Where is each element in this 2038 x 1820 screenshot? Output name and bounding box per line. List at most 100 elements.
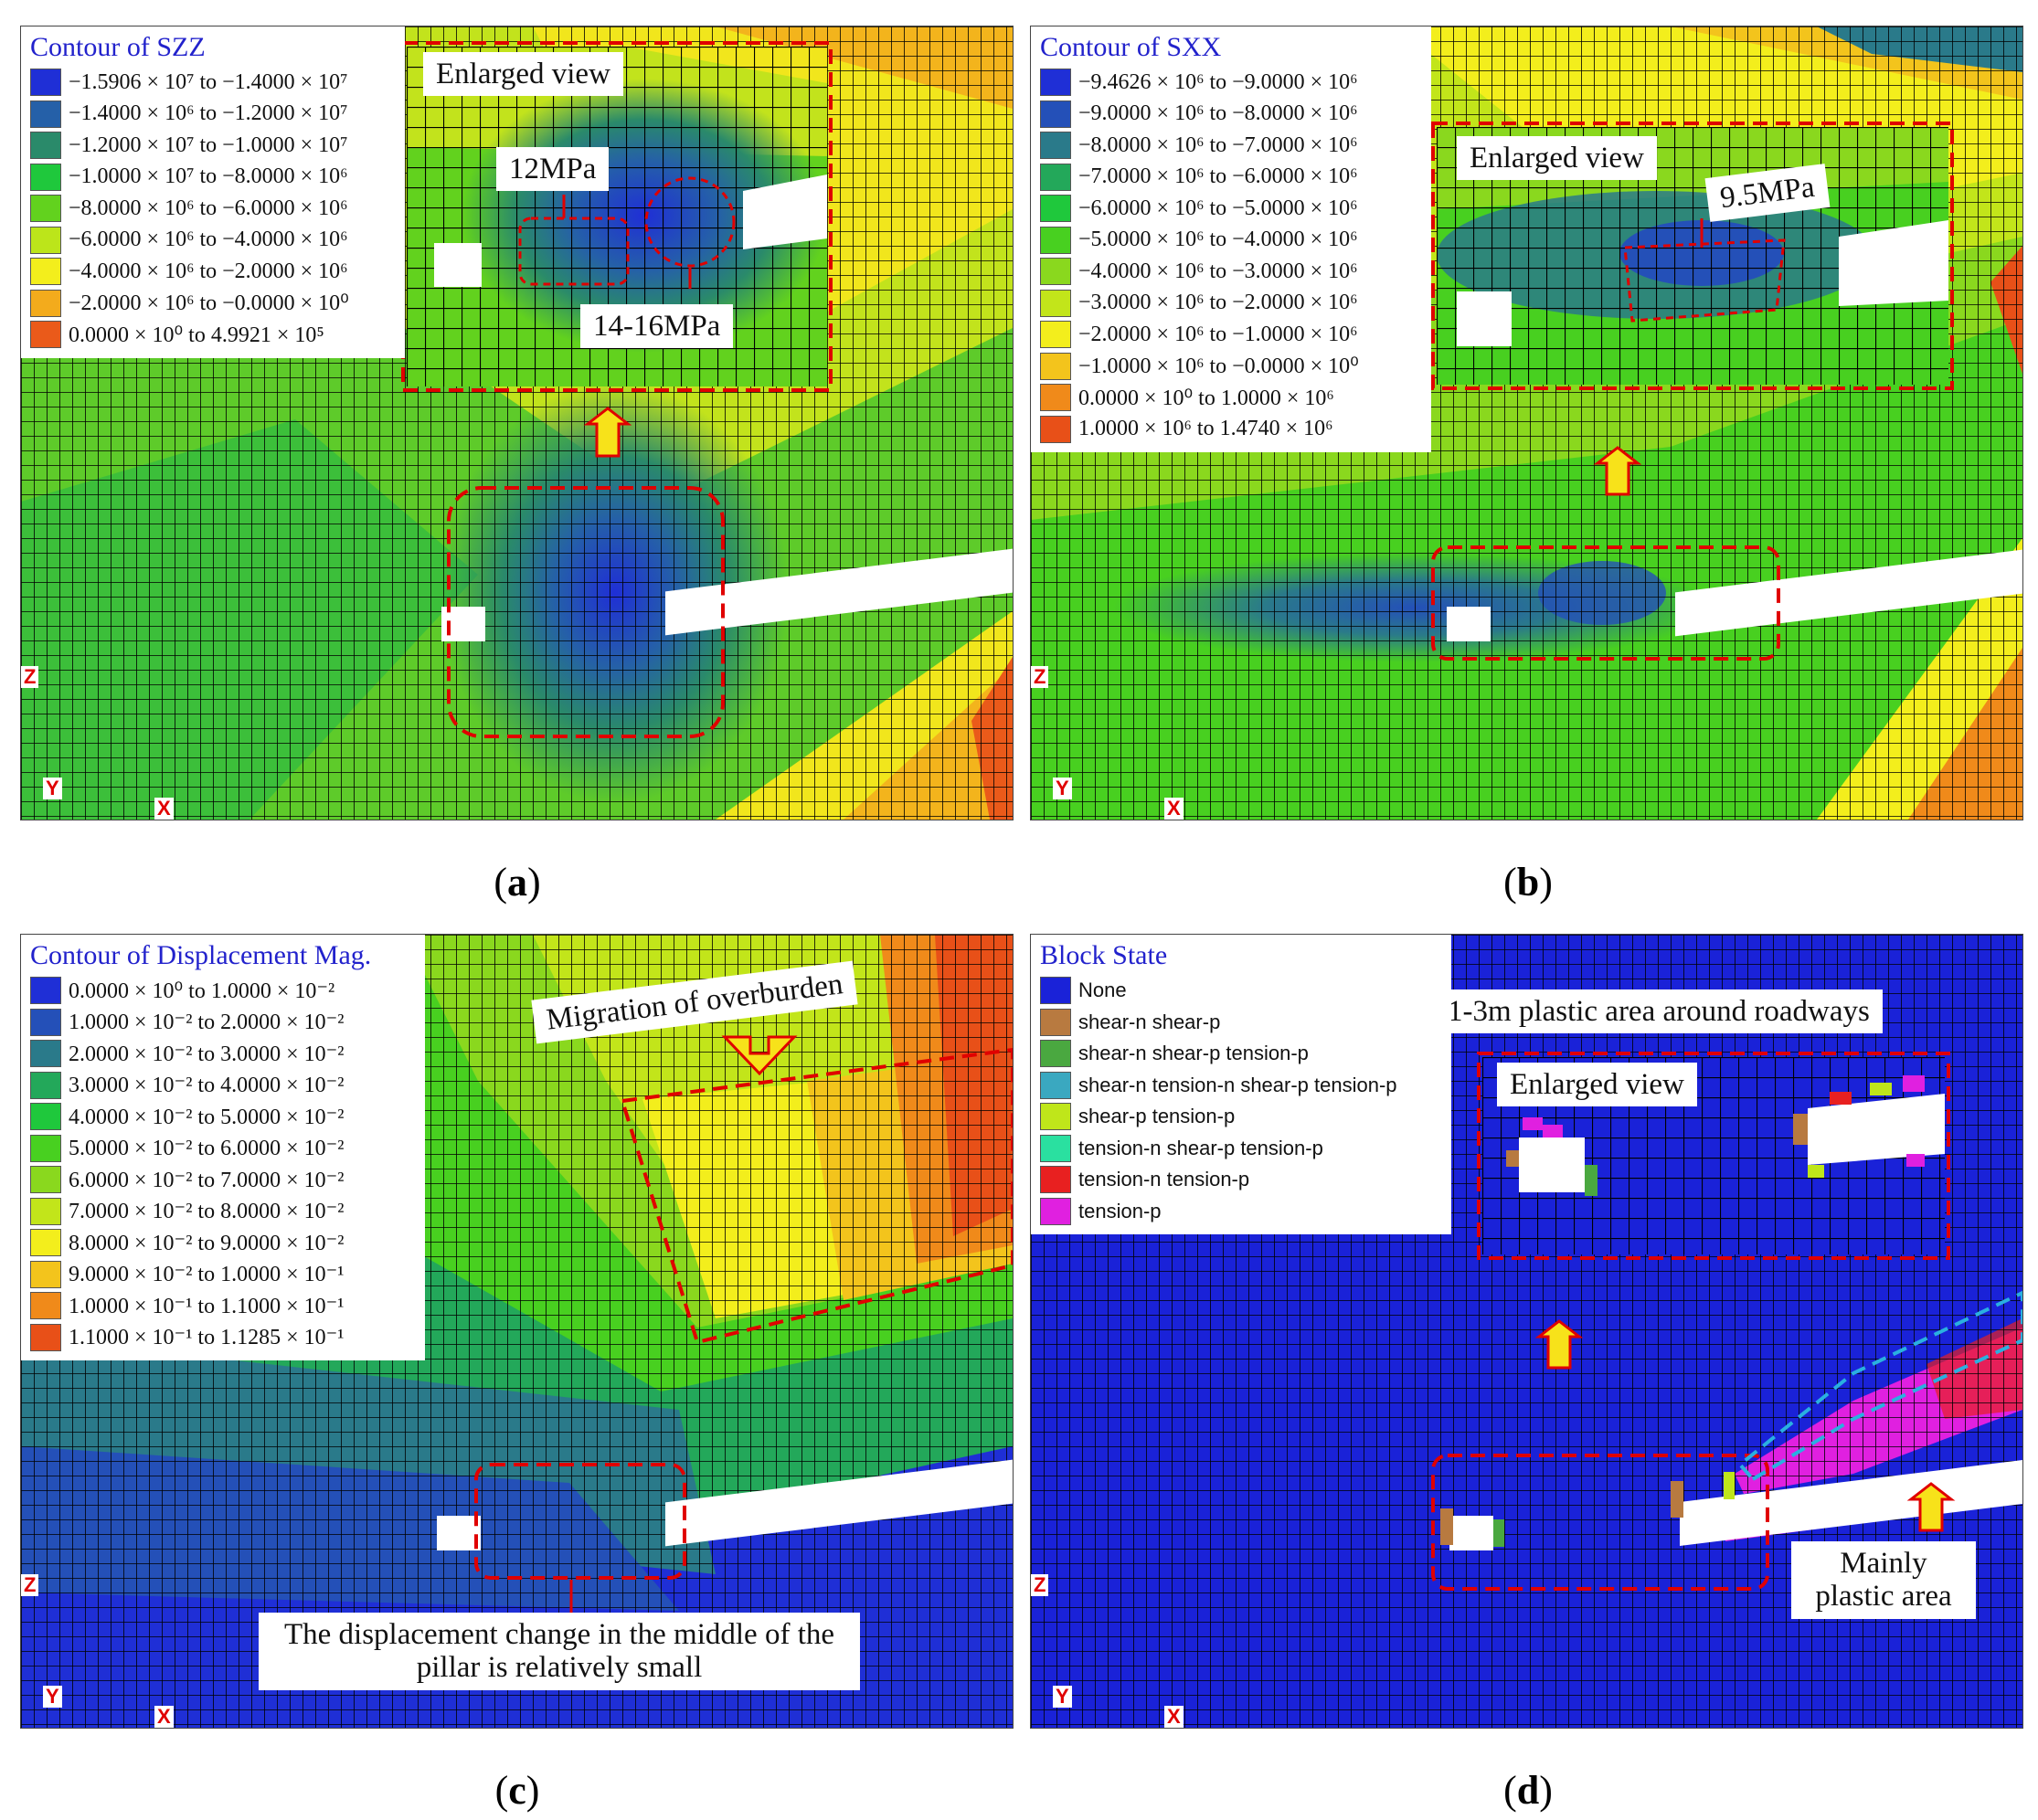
legend-row: −8.0000 × 10⁶ to −7.0000 × 10⁶	[1040, 130, 1422, 162]
panel-c-caption: (c)	[494, 1768, 540, 1813]
panel-b-pillar-highlight	[1431, 545, 1780, 661]
legend-row: shear-n shear-p tension-p	[1040, 1038, 1442, 1070]
legend-label: 4.0000 × 10⁻² to 5.0000 × 10⁻²	[69, 1105, 345, 1129]
legend-swatch	[30, 100, 61, 128]
legend-label: 0.0000 × 10⁰ to 1.0000 × 10⁶	[1078, 386, 1334, 410]
legend-swatch	[30, 1260, 61, 1288]
legend-row: 4.0000 × 10⁻² to 5.0000 × 10⁻²	[30, 1101, 416, 1133]
panel-d-overlays	[1431, 1052, 2022, 1591]
legend-label: 1.0000 × 10⁻² to 2.0000 × 10⁻²	[69, 1011, 345, 1035]
legend-swatch	[30, 69, 61, 97]
legend-label: −7.0000 × 10⁶ to −6.0000 × 10⁶	[1078, 164, 1358, 189]
panel-a-caption: (a)	[494, 860, 541, 905]
legend-label: shear-n shear-p tension-p	[1078, 1042, 1309, 1065]
legend-row: −7.0000 × 10⁶ to −6.0000 × 10⁶	[1040, 162, 1422, 194]
legend-row: tension-p	[1040, 1196, 1442, 1228]
legend-row: 6.0000 × 10⁻² to 7.0000 × 10⁻²	[30, 1164, 416, 1196]
panel-b-axis-x: X	[1164, 798, 1184, 820]
panel-c-down-arrow-icon	[721, 1035, 798, 1076]
panel-c-axis-z: Z	[21, 1574, 39, 1596]
panel-c-displacement-contour: Migration of overburden The displacement…	[20, 934, 1014, 1729]
legend-row: tension-n shear-p tension-p	[1040, 1133, 1442, 1165]
legend-row: −5.0000 × 10⁶ to −4.0000 × 10⁶	[1040, 225, 1422, 257]
panel-d-legend-title: Block State	[1040, 940, 1168, 970]
legend-row: −4.0000 × 10⁶ to −2.0000 × 10⁶	[30, 256, 396, 288]
panel-d-up-arrow-2-icon	[1906, 1482, 1956, 1532]
legend-label: 0.0000 × 10⁰ to 4.9921 × 10⁵	[69, 323, 324, 347]
legend-label: shear-n tension-n shear-p tension-p	[1078, 1073, 1397, 1096]
legend-label: −6.0000 × 10⁶ to −4.0000 × 10⁶	[69, 228, 348, 252]
legend-label: −4.0000 × 10⁶ to −2.0000 × 10⁶	[69, 259, 348, 283]
legend-label: −9.0000 × 10⁶ to −8.0000 × 10⁶	[1078, 101, 1358, 126]
legend-label: None	[1078, 979, 1127, 1002]
panel-b-axis-y: Y	[1053, 778, 1072, 799]
legend-row: 1.0000 × 10⁻¹ to 1.1000 × 10⁻¹	[30, 1290, 416, 1322]
panel-c-legend: Contour of Displacement Mag. 0.0000 × 10…	[21, 935, 425, 1360]
panel-d-legend: Block State None shear-n shear-p shear-n s…	[1031, 935, 1451, 1234]
legend-swatch	[1040, 352, 1071, 380]
legend-label: −9.4626 × 10⁶ to −9.0000 × 10⁶	[1078, 69, 1358, 94]
legend-swatch	[1040, 132, 1071, 160]
legend-label: 5.0000 × 10⁻² to 6.0000 × 10⁻²	[69, 1137, 345, 1161]
panel-a-14-16mpa-label: 14-16MPa	[580, 304, 734, 349]
panel-d-plastic-around-label: 1-3m plastic area around roadways	[1435, 989, 1883, 1034]
panel-a-12mpa-label: 12MPa	[496, 147, 610, 192]
legend-label: −1.2000 × 10⁷ to −1.0000 × 10⁷	[69, 132, 348, 157]
legend-swatch	[1040, 1166, 1071, 1194]
legend-row: 9.0000 × 10⁻² to 1.0000 × 10⁻¹	[30, 1259, 416, 1291]
legend-row: −1.0000 × 10⁷ to −8.0000 × 10⁶	[30, 162, 396, 194]
panel-d-enlarged-frame	[1477, 1052, 1950, 1260]
panel-d-axis-y: Y	[1053, 1686, 1072, 1708]
legend-row: −4.0000 × 10⁶ to −3.0000 × 10⁶	[1040, 256, 1422, 288]
panel-a-pillar-highlight	[447, 486, 725, 738]
legend-label: 2.0000 × 10⁻² to 3.0000 × 10⁻²	[69, 1042, 345, 1066]
panel-b-sxx-contour: Enlarged view 9.5MPa Contour of SXX −9.4…	[1030, 26, 2023, 820]
legend-swatch	[30, 321, 61, 349]
legend-swatch	[30, 258, 61, 286]
legend-label: −6.0000 × 10⁶ to −5.0000 × 10⁶	[1078, 196, 1358, 220]
legend-label: 7.0000 × 10⁻² to 8.0000 × 10⁻²	[69, 1200, 345, 1224]
panel-d-plastic-frame	[1737, 1290, 2022, 1482]
legend-label: −5.0000 × 10⁶ to −4.0000 × 10⁶	[1078, 228, 1358, 252]
panel-d-axis-x: X	[1164, 1706, 1184, 1728]
legend-label: tension-n shear-p tension-p	[1078, 1136, 1323, 1159]
panel-a-enlarged-inset	[407, 47, 827, 386]
legend-label: 6.0000 × 10⁻² to 7.0000 × 10⁻²	[69, 1168, 345, 1192]
panel-d-caption: (d)	[1503, 1768, 1553, 1813]
legend-swatch	[1040, 321, 1071, 349]
panel-b-caption: (b)	[1503, 860, 1553, 905]
panel-a-enlarged-view-label: Enlarged view	[423, 52, 623, 97]
legend-label: −4.0000 × 10⁶ to −3.0000 × 10⁶	[1078, 259, 1358, 283]
panel-b-enlarged-view-label: Enlarged view	[1457, 136, 1657, 181]
legend-row: 1.1000 × 10⁻¹ to 1.1285 × 10⁻¹	[30, 1322, 416, 1354]
legend-swatch	[30, 1134, 61, 1162]
legend-swatch	[30, 132, 61, 160]
panel-d-roadway-highlight	[1431, 1454, 1769, 1591]
legend-swatch	[30, 163, 61, 191]
panel-b-left-roadway	[1447, 607, 1491, 641]
legend-label: shear-p tension-p	[1078, 1105, 1236, 1128]
legend-swatch	[30, 1229, 61, 1257]
panel-c-left-roadway	[437, 1516, 481, 1550]
legend-swatch	[1040, 289, 1071, 317]
legend-row: shear-n shear-p	[1040, 1007, 1442, 1039]
panel-a-axis-z: Z	[21, 666, 39, 688]
legend-row: shear-p tension-p	[1040, 1101, 1442, 1133]
panel-a-legend-title: Contour of SZZ	[30, 32, 206, 62]
legend-label: −1.0000 × 10⁷ to −8.0000 × 10⁶	[69, 164, 348, 189]
panel-a-legend: Contour of SZZ −1.5906 × 10⁷ to −1.4000 …	[21, 26, 405, 358]
legend-row: −1.4000 × 10⁶ to −1.2000 × 10⁷	[30, 99, 396, 131]
legend-row: 0.0000 × 10⁰ to 1.0000 × 10⁻²	[30, 975, 416, 1007]
legend-swatch	[30, 977, 61, 1005]
legend-row: tension-n tension-p	[1040, 1164, 1442, 1196]
panel-c-note-label: The displacement change in the middle of…	[259, 1613, 860, 1690]
panel-b-overlays	[1431, 122, 1954, 661]
legend-swatch	[1040, 258, 1071, 286]
panel-a-szz-contour: Enlarged view 12MPa 14-16MPa Contour of …	[20, 26, 1014, 820]
panel-a-axis-y: Y	[43, 778, 62, 799]
legend-swatch	[1040, 1134, 1071, 1162]
legend-swatch	[1040, 100, 1071, 128]
legend-swatch	[1040, 195, 1071, 223]
legend-row: shear-n tension-n shear-p tension-p	[1040, 1070, 1442, 1102]
panel-c-legend-title: Contour of Displacement Mag.	[30, 940, 372, 970]
